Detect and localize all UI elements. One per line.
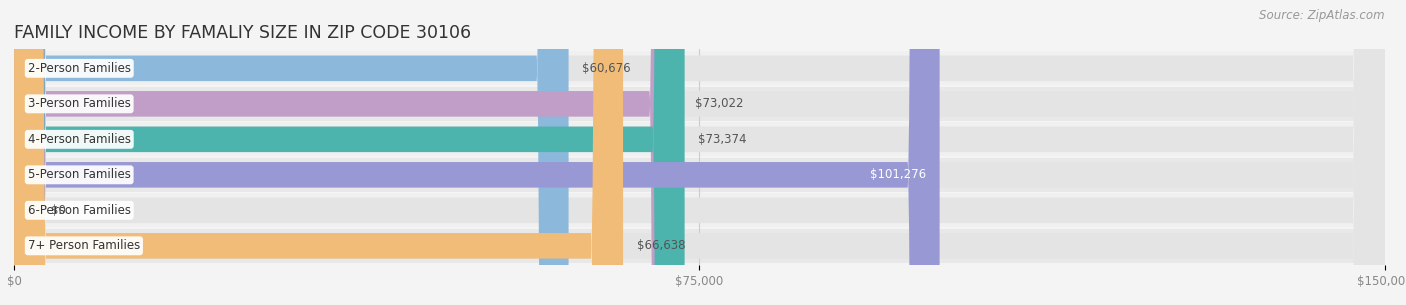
Text: $60,676: $60,676 [582, 62, 631, 75]
Text: FAMILY INCOME BY FAMALIY SIZE IN ZIP CODE 30106: FAMILY INCOME BY FAMALIY SIZE IN ZIP COD… [14, 24, 471, 42]
Text: $73,022: $73,022 [695, 97, 744, 110]
Bar [14, 123, 1385, 156]
FancyBboxPatch shape [14, 0, 1385, 305]
FancyBboxPatch shape [14, 0, 623, 305]
Text: 7+ Person Families: 7+ Person Families [28, 239, 141, 252]
Bar [14, 52, 1385, 85]
FancyBboxPatch shape [14, 0, 685, 305]
Bar [14, 87, 1385, 121]
FancyBboxPatch shape [14, 0, 1385, 305]
Bar [14, 193, 1385, 227]
FancyBboxPatch shape [14, 0, 1385, 305]
FancyBboxPatch shape [14, 0, 939, 305]
FancyBboxPatch shape [14, 0, 1385, 305]
Text: 5-Person Families: 5-Person Families [28, 168, 131, 181]
Text: 4-Person Families: 4-Person Families [28, 133, 131, 146]
Bar [14, 229, 1385, 263]
Text: 2-Person Families: 2-Person Families [28, 62, 131, 75]
Text: $0: $0 [51, 204, 66, 217]
FancyBboxPatch shape [14, 0, 1385, 305]
Text: $73,374: $73,374 [699, 133, 747, 146]
FancyBboxPatch shape [14, 0, 1385, 305]
FancyBboxPatch shape [14, 0, 568, 305]
Text: 6-Person Families: 6-Person Families [28, 204, 131, 217]
Text: 3-Person Families: 3-Person Families [28, 97, 131, 110]
Text: $101,276: $101,276 [870, 168, 927, 181]
Text: Source: ZipAtlas.com: Source: ZipAtlas.com [1260, 9, 1385, 22]
Text: $66,638: $66,638 [637, 239, 685, 252]
FancyBboxPatch shape [14, 0, 682, 305]
Bar [14, 158, 1385, 192]
